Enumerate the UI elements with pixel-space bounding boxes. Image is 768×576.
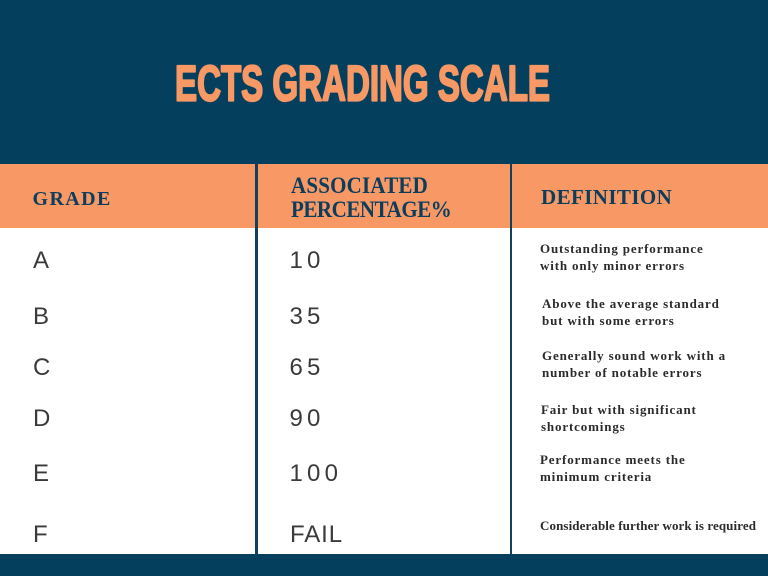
svg-text:ECTS GRADING SCALE: ECTS GRADING SCALE: [175, 55, 550, 111]
